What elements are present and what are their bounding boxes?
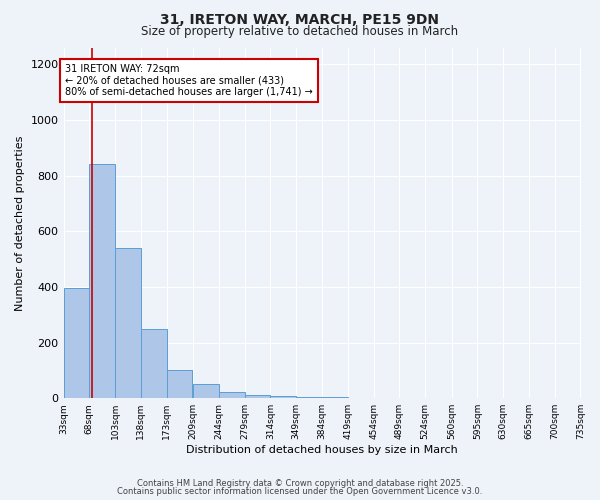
Y-axis label: Number of detached properties: Number of detached properties bbox=[15, 135, 25, 310]
Text: Size of property relative to detached houses in March: Size of property relative to detached ho… bbox=[142, 25, 458, 38]
Text: 31, IRETON WAY, MARCH, PE15 9DN: 31, IRETON WAY, MARCH, PE15 9DN bbox=[161, 12, 439, 26]
Text: Contains public sector information licensed under the Open Government Licence v3: Contains public sector information licen… bbox=[118, 487, 482, 496]
Bar bbox=[64, 288, 89, 398]
Text: 31 IRETON WAY: 72sqm
← 20% of detached houses are smaller (433)
80% of semi-deta: 31 IRETON WAY: 72sqm ← 20% of detached h… bbox=[65, 64, 313, 98]
Bar bbox=[245, 394, 271, 398]
Bar bbox=[296, 397, 322, 398]
Bar bbox=[193, 384, 219, 398]
Bar bbox=[219, 392, 245, 398]
Text: Contains HM Land Registry data © Crown copyright and database right 2025.: Contains HM Land Registry data © Crown c… bbox=[137, 478, 463, 488]
Bar bbox=[167, 370, 193, 398]
Bar bbox=[89, 164, 115, 398]
Bar bbox=[141, 329, 167, 398]
Bar bbox=[115, 248, 141, 398]
Bar bbox=[271, 396, 296, 398]
X-axis label: Distribution of detached houses by size in March: Distribution of detached houses by size … bbox=[186, 445, 458, 455]
